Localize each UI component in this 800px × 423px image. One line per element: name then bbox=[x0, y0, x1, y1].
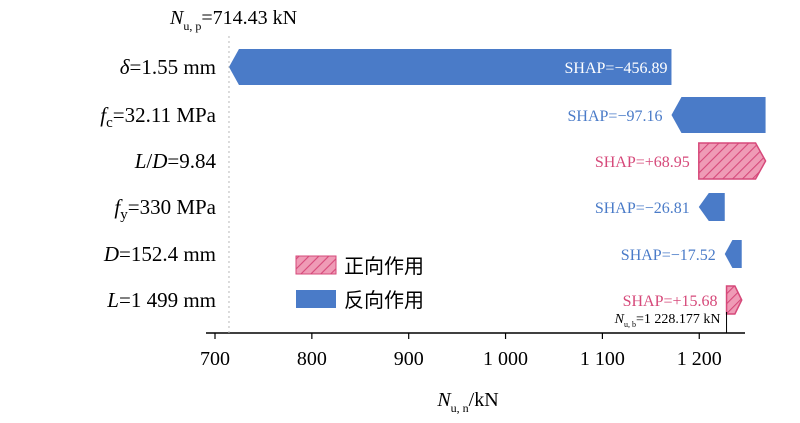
feature-label-sub: y bbox=[120, 207, 128, 223]
feature-label-part: D bbox=[151, 149, 167, 173]
legend-label: 反向作用 bbox=[344, 288, 424, 312]
legend-swatch-negative bbox=[296, 290, 336, 308]
feature-label-part: =1 499 mm bbox=[119, 288, 216, 312]
x-tick-label: 800 bbox=[297, 348, 327, 370]
legend-item: 反向作用 bbox=[296, 288, 424, 312]
base-value-label-sub: u, p bbox=[183, 19, 201, 33]
shap-bar-positive bbox=[725, 285, 743, 315]
shap-value-label: SHAP=−97.16 bbox=[568, 108, 663, 125]
feature-label-part: δ bbox=[120, 55, 131, 79]
shap-bar-negative bbox=[698, 193, 725, 221]
feature-label: L=1 499 mm bbox=[106, 288, 216, 312]
x-tick-label: 1 200 bbox=[677, 348, 722, 370]
x-axis-title: Nu, n/kN bbox=[436, 389, 498, 415]
x-tick-label: 700 bbox=[200, 348, 230, 370]
feature-label: D=152.4 mm bbox=[103, 242, 216, 266]
feature-label: δ=1.55 mm bbox=[120, 55, 216, 79]
shap-bar-negative bbox=[671, 97, 766, 133]
shap-bar-negative bbox=[724, 240, 742, 268]
feature-label-part: =1.55 mm bbox=[129, 55, 216, 79]
final-value-label-rest: =1 228.177 kN bbox=[636, 312, 721, 327]
shap-value-label: SHAP=+68.95 bbox=[595, 154, 690, 171]
final-value-label-sub: u, b bbox=[624, 320, 636, 329]
final-value-label-var: N bbox=[614, 312, 625, 327]
x-axis-title-var: N bbox=[436, 389, 452, 411]
legend-swatch-positive bbox=[295, 255, 337, 275]
shap-bar-negative bbox=[228, 49, 672, 85]
shap-value-label: SHAP=+15.68 bbox=[623, 293, 718, 310]
x-axis-title-rest: /kN bbox=[469, 389, 499, 411]
feature-label-part: L bbox=[106, 288, 119, 312]
final-value-label: Nu, b=1 228.177 kN bbox=[614, 312, 721, 329]
legend-label: 正向作用 bbox=[344, 254, 424, 278]
base-value-label-var: N bbox=[169, 7, 185, 29]
feature-label-part: / bbox=[146, 149, 152, 173]
shap-bar-positive bbox=[698, 142, 767, 180]
feature-row: D=152.4 mm SHAP=−17.52 bbox=[103, 240, 742, 268]
shap-value-label: SHAP=−17.52 bbox=[621, 247, 716, 264]
x-tick-label: 900 bbox=[394, 348, 424, 370]
feature-label-part: =330 MPa bbox=[128, 195, 217, 219]
x-tick-label: 1 100 bbox=[580, 348, 625, 370]
feature-label-part: D bbox=[103, 242, 119, 266]
feature-label-part: f bbox=[114, 195, 123, 219]
feature-row: fc=32.11 MPa SHAP=−97.16 bbox=[100, 97, 766, 133]
x-axis-title-sub: u, n bbox=[451, 401, 469, 415]
legend-item: 正向作用 bbox=[295, 254, 424, 278]
feature-label: fc=32.11 MPa bbox=[100, 103, 216, 131]
feature-row: L/D=9.84 SHAP=+68.95 bbox=[134, 142, 767, 180]
feature-row: fy=330 MPa SHAP=−26.81 bbox=[114, 193, 725, 223]
feature-label-part: =152.4 mm bbox=[119, 242, 216, 266]
feature-row: L=1 499 mm SHAP=+15.68 bbox=[106, 285, 743, 315]
shap-value-label: SHAP=−26.81 bbox=[595, 200, 690, 217]
feature-label-part: =32.11 MPa bbox=[113, 103, 217, 127]
feature-label-sub: c bbox=[106, 115, 113, 131]
base-value-label: Nu, p=714.43 kN bbox=[169, 7, 297, 33]
x-tick-label: 1 000 bbox=[483, 348, 528, 370]
feature-label-part: L bbox=[134, 149, 147, 173]
feature-row: δ=1.55 mm SHAP=−456.89 bbox=[120, 49, 672, 85]
feature-label: L/D=9.84 bbox=[134, 149, 217, 173]
x-axis: 700 800 900 1 000 1 100 1 200 Nu, n/kN bbox=[200, 332, 745, 415]
feature-label-part: f bbox=[100, 103, 109, 127]
feature-label-part: =9.84 bbox=[167, 149, 216, 173]
feature-label: fy=330 MPa bbox=[114, 195, 216, 223]
base-value-label-rest: =714.43 kN bbox=[201, 7, 297, 29]
shap-value-label: SHAP=−456.89 bbox=[565, 60, 668, 77]
